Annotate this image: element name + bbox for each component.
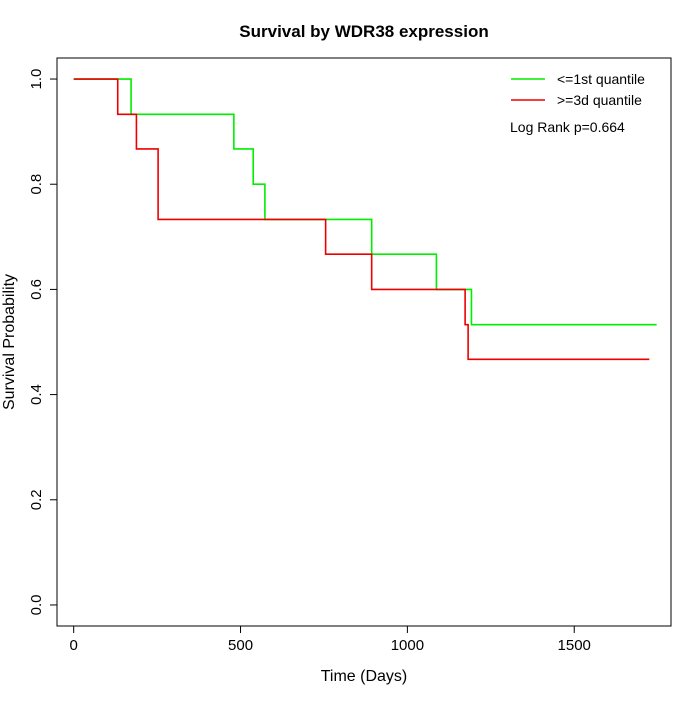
y-tick-label: 0.8 (28, 174, 45, 195)
legend-label-0: <=1st quantile (557, 71, 645, 87)
y-tick-label: 0.4 (28, 384, 45, 405)
x-tick-label: 0 (70, 637, 78, 654)
series-line-1 (73, 78, 650, 361)
series-line-0 (73, 78, 657, 326)
logrank-annotation: Log Rank p=0.664 (510, 119, 625, 135)
y-tick-label: 0.6 (28, 279, 45, 300)
x-tick-label: 1000 (391, 637, 424, 654)
x-axis-label: Time (Days) (321, 668, 408, 685)
y-tick-label: 1.0 (28, 69, 45, 90)
chart-title: Survival by WDR38 expression (239, 22, 488, 41)
x-tick-label: 500 (228, 637, 253, 654)
y-tick-label: 0.2 (28, 489, 45, 510)
y-tick-label: 0.0 (28, 595, 45, 616)
x-tick-label: 1500 (558, 637, 591, 654)
plot-box (56, 57, 672, 627)
legend: <=1st quantile >=3d quantile Log Rank p=… (510, 71, 645, 135)
y-axis-label: Survival Probability (1, 274, 18, 410)
legend-label-1: >=3d quantile (557, 92, 642, 108)
